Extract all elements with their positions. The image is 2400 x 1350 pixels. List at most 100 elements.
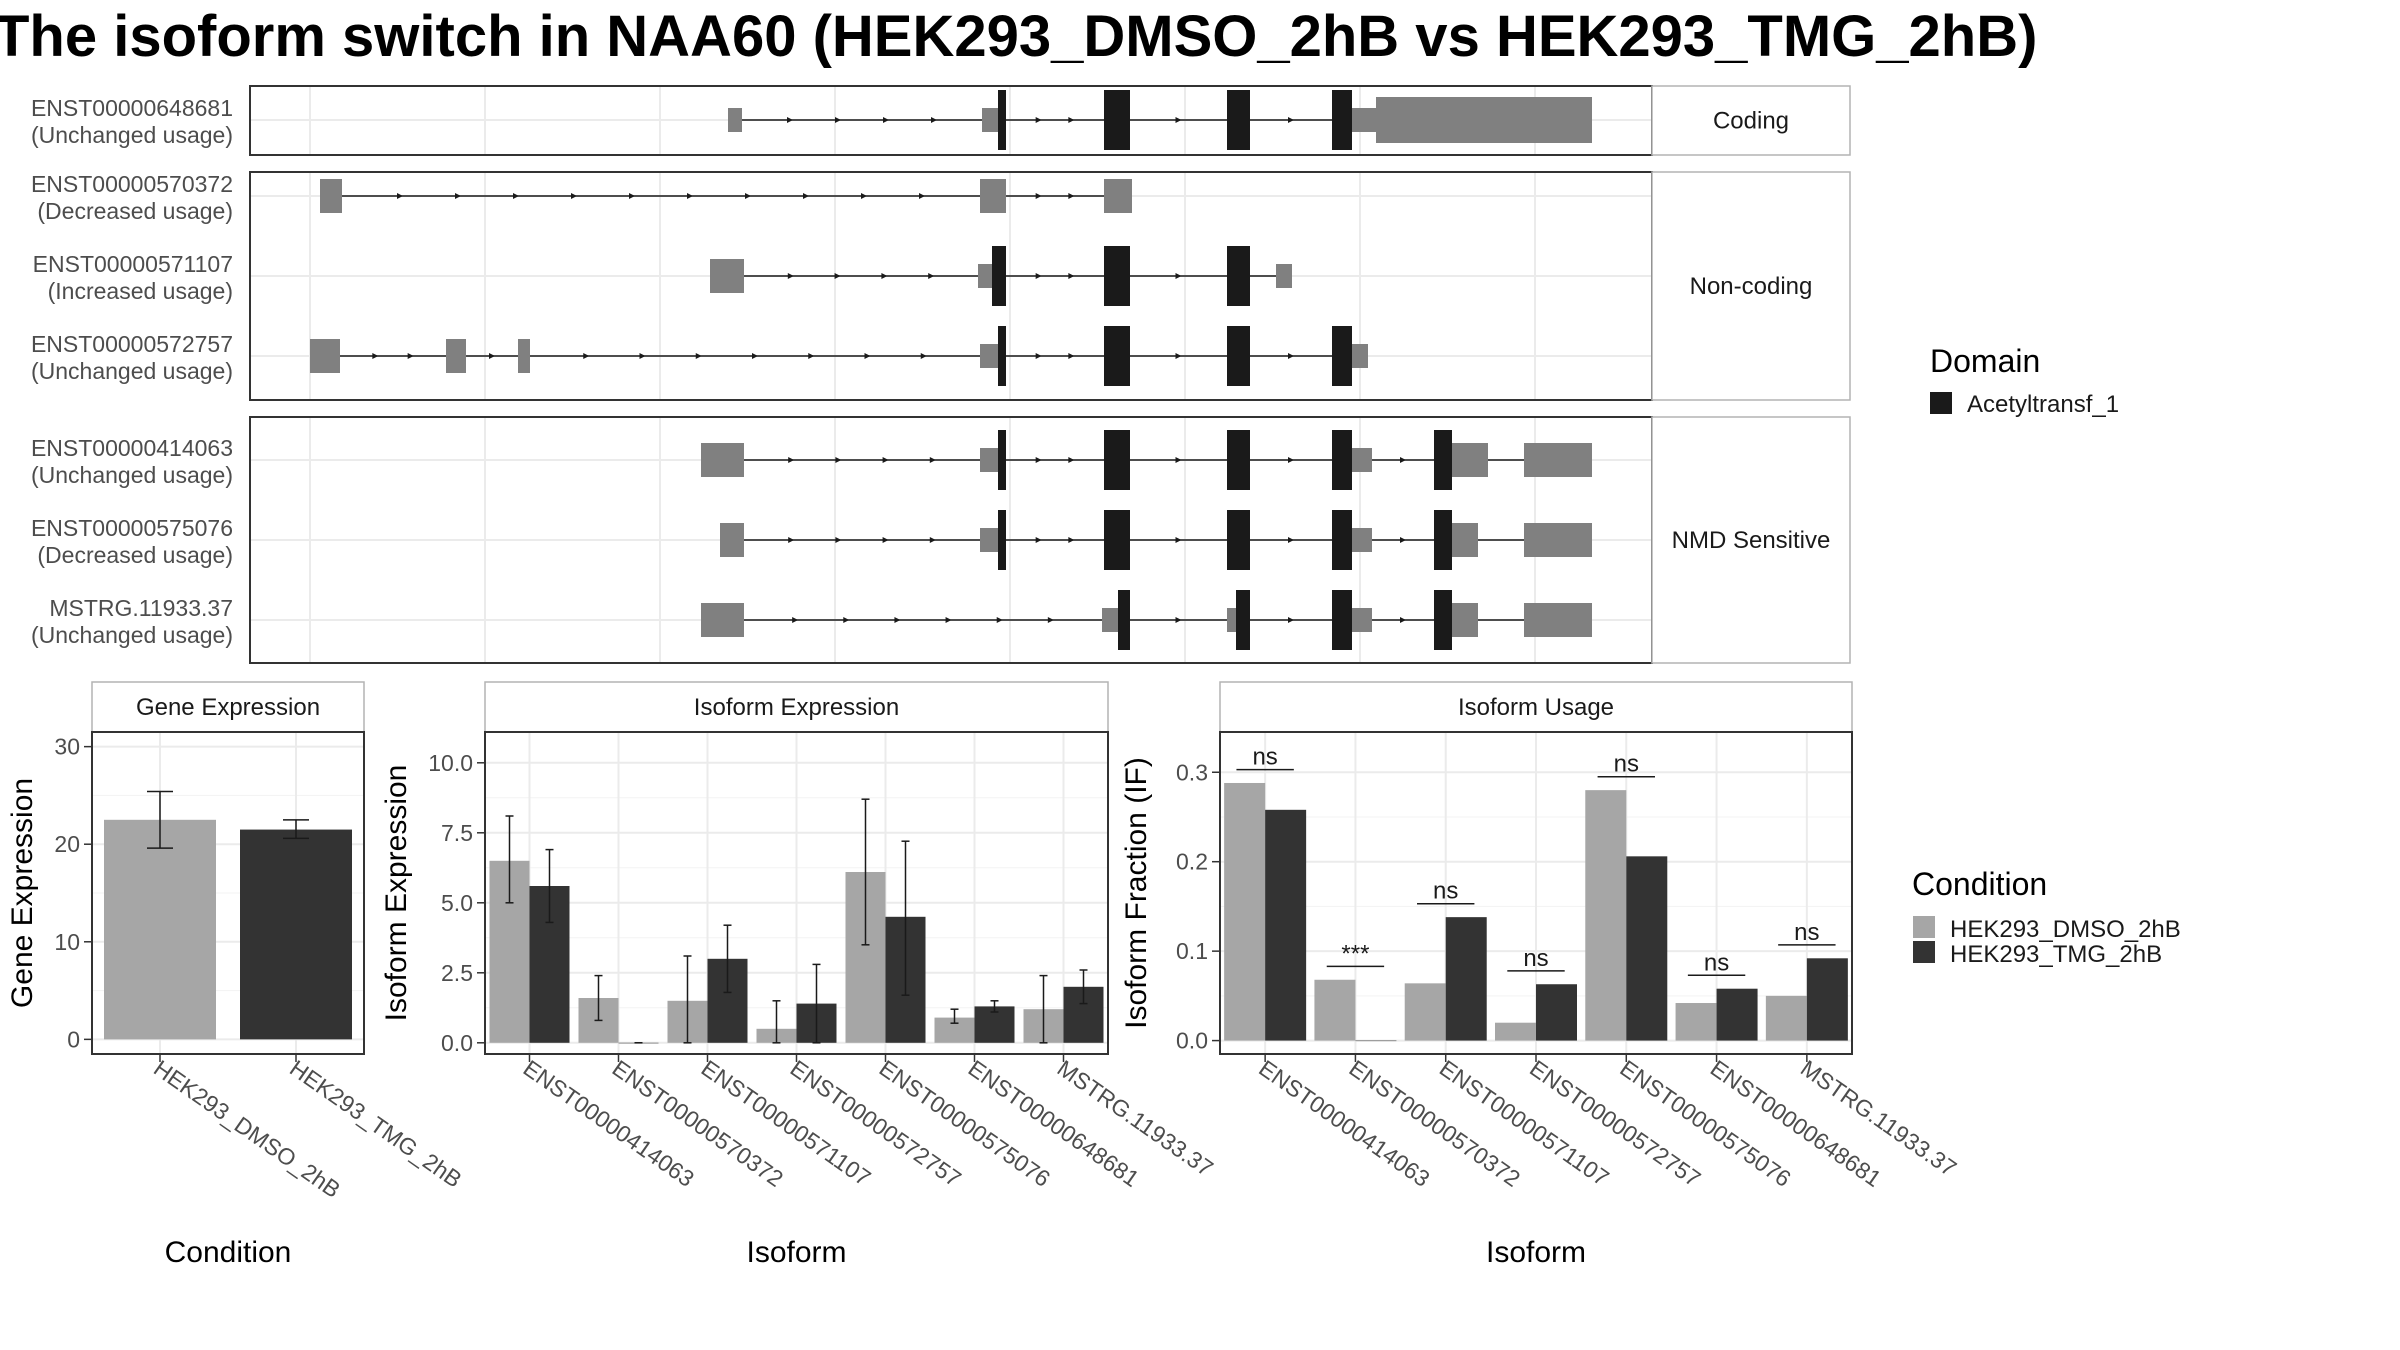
strand-arrow	[1175, 353, 1182, 359]
strand-arrow	[1288, 353, 1294, 359]
significance-label: ns	[1794, 919, 1819, 946]
figure-title: The isoform switch in NAA60 (HEK293_DMSO…	[0, 4, 2037, 69]
exon	[701, 603, 744, 637]
y-tick-label: 30	[54, 734, 80, 760]
x-axis-title: Isoform	[746, 1236, 846, 1269]
panel-strip-label: Gene Expression	[136, 694, 320, 721]
strand-arrow	[882, 457, 889, 463]
significance-label: ns	[1433, 878, 1458, 905]
domain-exon	[1236, 590, 1250, 650]
domain-exon	[1227, 90, 1250, 150]
domain-exon	[1227, 326, 1250, 386]
facet-strip	[1651, 416, 1851, 664]
domain-exon	[998, 510, 1006, 570]
domain-exon	[1104, 510, 1130, 570]
y-tick-label: 0	[67, 1026, 80, 1052]
domain-legend: Domain Acetyltransf_1	[1930, 343, 2119, 418]
strand-arrow	[929, 537, 936, 543]
exon	[980, 448, 998, 472]
strand-arrow	[920, 353, 927, 359]
strand-arrow	[1288, 617, 1294, 623]
exon	[1452, 603, 1478, 637]
strand-arrow	[1288, 117, 1294, 123]
transcript-label: ENST00000575076	[31, 515, 233, 541]
exon	[1524, 443, 1592, 477]
domain-exon	[998, 430, 1006, 490]
strand-arrow	[928, 273, 935, 279]
domain-exon	[1227, 246, 1250, 306]
panel-strip-label: Isoform Expression	[694, 694, 899, 721]
bar	[1585, 790, 1627, 1041]
transcript-label: ENST00000570372	[31, 171, 233, 197]
x-axis-title: Condition	[165, 1236, 292, 1269]
domain-exon	[1104, 326, 1130, 386]
domain-exon	[1104, 90, 1130, 150]
exon	[1104, 179, 1132, 213]
facet-strip-label: Non-coding	[1690, 273, 1813, 300]
strand-arrow	[1068, 457, 1075, 463]
condition-legend-swatch	[1913, 916, 1935, 938]
y-axis-title: Isoform Expression	[380, 765, 413, 1022]
panel-strip-label: Isoform Usage	[1458, 694, 1614, 721]
domain-legend-swatch	[1930, 392, 1952, 414]
domain-exon	[1332, 590, 1352, 650]
strand-arrow	[1068, 117, 1075, 123]
condition-legend-swatch	[1913, 941, 1935, 963]
strand-arrow	[834, 273, 841, 279]
strand-arrow	[695, 353, 702, 359]
exon	[1352, 108, 1376, 132]
exon	[1102, 608, 1118, 632]
strand-arrow	[1175, 617, 1182, 623]
y-tick-label: 10.0	[428, 750, 473, 776]
strand-arrow	[513, 193, 519, 199]
exon	[320, 179, 342, 213]
exon	[1352, 528, 1372, 552]
exon	[710, 259, 744, 293]
strand-arrow	[883, 117, 889, 123]
strand-arrow	[687, 193, 693, 199]
strand-arrow	[808, 353, 815, 359]
exon	[701, 443, 744, 477]
x-axis-title: Isoform	[1486, 1236, 1586, 1269]
strand-arrow	[583, 353, 590, 359]
y-tick-label: 10	[54, 929, 80, 955]
exon	[728, 108, 742, 132]
exon	[980, 344, 998, 368]
significance-label: ns	[1614, 751, 1639, 778]
domain-exon	[1434, 510, 1452, 570]
facet-strip-label: Coding	[1713, 108, 1789, 135]
isoform-expression-chart: Isoform Expression0.02.55.07.510.0ENST00…	[380, 681, 1218, 1269]
strand-arrow	[489, 353, 495, 359]
strand-arrow	[629, 193, 635, 199]
transcript-usage-label: (Increased usage)	[48, 278, 233, 304]
strand-arrow	[919, 193, 925, 199]
strand-arrow	[455, 193, 461, 199]
facet-strip-label: NMD Sensitive	[1672, 527, 1831, 554]
exon	[982, 108, 998, 132]
exon	[1227, 608, 1236, 632]
strand-arrow	[864, 353, 871, 359]
facet-strip	[1651, 171, 1851, 401]
significance-label: ns	[1252, 744, 1277, 771]
strand-arrow	[1175, 273, 1182, 279]
domain-exon	[1104, 246, 1130, 306]
y-tick-label: 2.5	[441, 960, 473, 986]
strand-arrow	[881, 273, 888, 279]
domain-exon	[998, 90, 1006, 150]
exon	[720, 523, 744, 557]
strand-arrow	[788, 537, 795, 543]
domain-exon	[1434, 590, 1452, 650]
strand-arrow	[788, 457, 795, 463]
panel-border	[91, 731, 365, 1055]
strand-arrow	[1068, 353, 1075, 359]
bar	[1224, 782, 1266, 1041]
exon	[978, 264, 992, 288]
domain-exon	[1227, 510, 1250, 570]
strand-arrow	[397, 193, 403, 199]
exon	[980, 179, 1006, 213]
bar	[1675, 1003, 1717, 1041]
condition-legend-label: HEK293_DMSO_2hB	[1950, 916, 2181, 943]
x-tick-label: MSTRG.11933.37	[1796, 1055, 1961, 1182]
bar	[104, 819, 216, 1040]
